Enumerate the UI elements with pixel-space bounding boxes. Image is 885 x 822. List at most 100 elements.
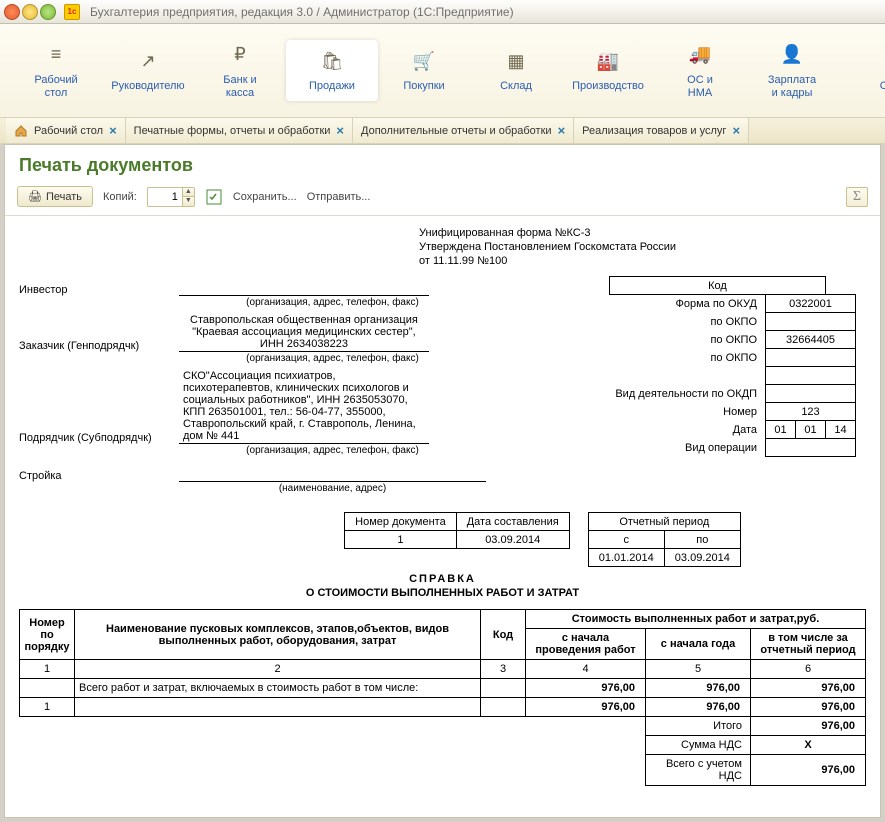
tab-close-icon[interactable]: × (336, 123, 344, 138)
tab-2[interactable]: Дополнительные отчеты и обработки × (353, 118, 574, 143)
nomer-value: 123 (766, 403, 856, 421)
spravka-subtitle: О СТОИМОСТИ ВЫПОЛНЕННЫХ РАБОТ И ЗАТРАТ (19, 587, 866, 599)
nav-label: Рабочийстол (12, 74, 100, 100)
tab-1[interactable]: Печатные формы, отчеты и обработки× (126, 118, 353, 143)
nav-item-0[interactable]: ≡ Рабочийстол (10, 34, 102, 108)
copies-label: Копий: (103, 191, 137, 203)
row0-v6: 976,00 (751, 679, 866, 698)
row1-num: 1 (20, 698, 75, 717)
date-y: 14 (826, 421, 856, 439)
okpo1-label: по ОКПО (609, 313, 765, 331)
window-title: Бухгалтерия предприятия, редакция 3.0 / … (90, 5, 514, 19)
numrow-6: 6 (751, 660, 866, 679)
stroika-value (179, 468, 486, 482)
nav-glyph-icon: 🛍 (288, 48, 376, 74)
stroika-label: Стройка (19, 470, 179, 482)
date-d: 01 (766, 421, 796, 439)
zakazchik-value: Ставропольская общественная организация … (179, 314, 429, 352)
tabs-row: Рабочий стол×Печатные формы, отчеты и об… (0, 118, 885, 144)
th-col5: с начала года (646, 629, 751, 660)
sum-button[interactable]: Σ (846, 187, 868, 207)
tab-label: Дополнительные отчеты и обработки (361, 125, 552, 137)
nav-item-4[interactable]: 🛒Покупки (378, 40, 470, 101)
period-header: Отчетный период (588, 513, 740, 531)
row0-name: Всего работ и затрат, включаемых в стоим… (75, 679, 481, 698)
nav-item-3[interactable]: 🛍 Продажи (286, 40, 378, 101)
okpo3-value (766, 349, 856, 367)
main-table: Номер по порядку Наименование пусковых к… (19, 609, 866, 786)
numrow-1: 1 (20, 660, 75, 679)
row1-name (75, 698, 481, 717)
copies-down[interactable]: ▼ (182, 197, 194, 206)
nav-label: Продажи (288, 80, 376, 93)
okud-label: Форма по ОКУД (609, 295, 765, 313)
row1-code (481, 698, 526, 717)
date-m: 01 (796, 421, 826, 439)
tab-close-icon[interactable]: × (732, 123, 740, 138)
table-row: 1 976,00 976,00 976,00 (20, 698, 866, 717)
docnum-v1: 1 (345, 531, 457, 549)
save-button[interactable]: Сохранить... (233, 191, 297, 203)
operation-value (766, 439, 856, 457)
period-table: Отчетный период спо 01.01.201403.09.2014 (588, 512, 741, 567)
tab-3[interactable]: Реализация товаров и услуг× (574, 118, 749, 143)
form-header: Унифицированная форма №КС-3 Утверждена П… (419, 226, 866, 268)
copies-spinner[interactable]: ▲ ▼ (147, 187, 195, 207)
form-header-line1: Унифицированная форма №КС-3 (419, 226, 866, 240)
nav-item-8[interactable]: 👤Зарплатаи кадры (746, 34, 838, 108)
numrow-4: 4 (526, 660, 646, 679)
kod-table: Код Форма по ОКУД0322001 по ОКПО по ОКПО… (609, 276, 856, 457)
investor-value (179, 282, 429, 296)
row0-v4: 976,00 (526, 679, 646, 698)
period-from-value: 01.01.2014 (588, 549, 664, 567)
tab-label: Рабочий стол (34, 125, 103, 137)
nds-label: Сумма НДС (646, 736, 751, 755)
podryad-label: Подрядчик (Субподрядчк) (19, 432, 179, 444)
vsego-label: Всего с учетом НДС (646, 755, 751, 786)
form-header-line2: Утверждена Постановлением Госкомстата Ро… (419, 240, 866, 254)
close-window-button[interactable] (4, 4, 20, 20)
okpo2-label: по ОКПО (609, 331, 765, 349)
investor-sublabel: (организация, адрес, телефон, факс) (179, 297, 486, 308)
nds-value: Х (751, 736, 866, 755)
printer-icon: 🖨 (28, 190, 42, 203)
row1-v5: 976,00 (646, 698, 751, 717)
okpo3-label: по ОКПО (609, 349, 765, 367)
period-to-value: 03.09.2014 (664, 549, 740, 567)
content-area: Печать документов 🖨 Печать Копий: ▲ ▼ Со… (4, 144, 881, 818)
nav-item-9[interactable]: О (838, 40, 885, 101)
maximize-window-button[interactable] (40, 4, 56, 20)
nav-item-5[interactable]: ▦Склад (470, 40, 562, 101)
copies-up[interactable]: ▲ (182, 188, 194, 197)
numrow-3: 3 (481, 660, 526, 679)
nav-item-2[interactable]: ₽Банк икасса (194, 34, 286, 108)
title-bar: 1c Бухгалтерия предприятия, редакция 3.0… (0, 0, 885, 24)
page-title: Печать документов (5, 145, 880, 182)
print-button[interactable]: 🖨 Печать (17, 186, 93, 207)
nav-glyph-icon: ₽ (196, 42, 284, 68)
tab-close-icon[interactable]: × (558, 123, 566, 138)
nav-glyph-icon: 🚚 (656, 42, 744, 68)
table-row: Всего работ и затрат, включаемых в стоим… (20, 679, 866, 698)
nav-item-6[interactable]: 🏭Производство (562, 40, 654, 101)
nav-label: ОС иНМА (656, 74, 744, 100)
nav-item-1[interactable]: ↗Руководителю (102, 40, 194, 101)
stroika-sublabel: (наименование, адрес) (179, 483, 486, 494)
copies-input[interactable] (148, 189, 182, 205)
okdp-value (766, 385, 856, 403)
tab-close-icon[interactable]: × (109, 123, 117, 138)
minimize-window-button[interactable] (22, 4, 38, 20)
row0-v5: 976,00 (646, 679, 751, 698)
period-to-label: по (664, 531, 740, 549)
docnum-v2: 03.09.2014 (456, 531, 569, 549)
nav-glyph-icon: 🏭 (564, 48, 652, 74)
refresh-icon[interactable] (205, 188, 223, 206)
send-button[interactable]: Отправить... (307, 191, 371, 203)
blank-value (766, 367, 856, 385)
tab-0[interactable]: Рабочий стол × (6, 118, 126, 143)
home-icon (14, 124, 28, 138)
nav-glyph-icon: ≡ (12, 42, 100, 68)
th-col3: Код (481, 610, 526, 660)
row0-code (481, 679, 526, 698)
nav-item-7[interactable]: 🚚 ОС иНМА (654, 34, 746, 108)
